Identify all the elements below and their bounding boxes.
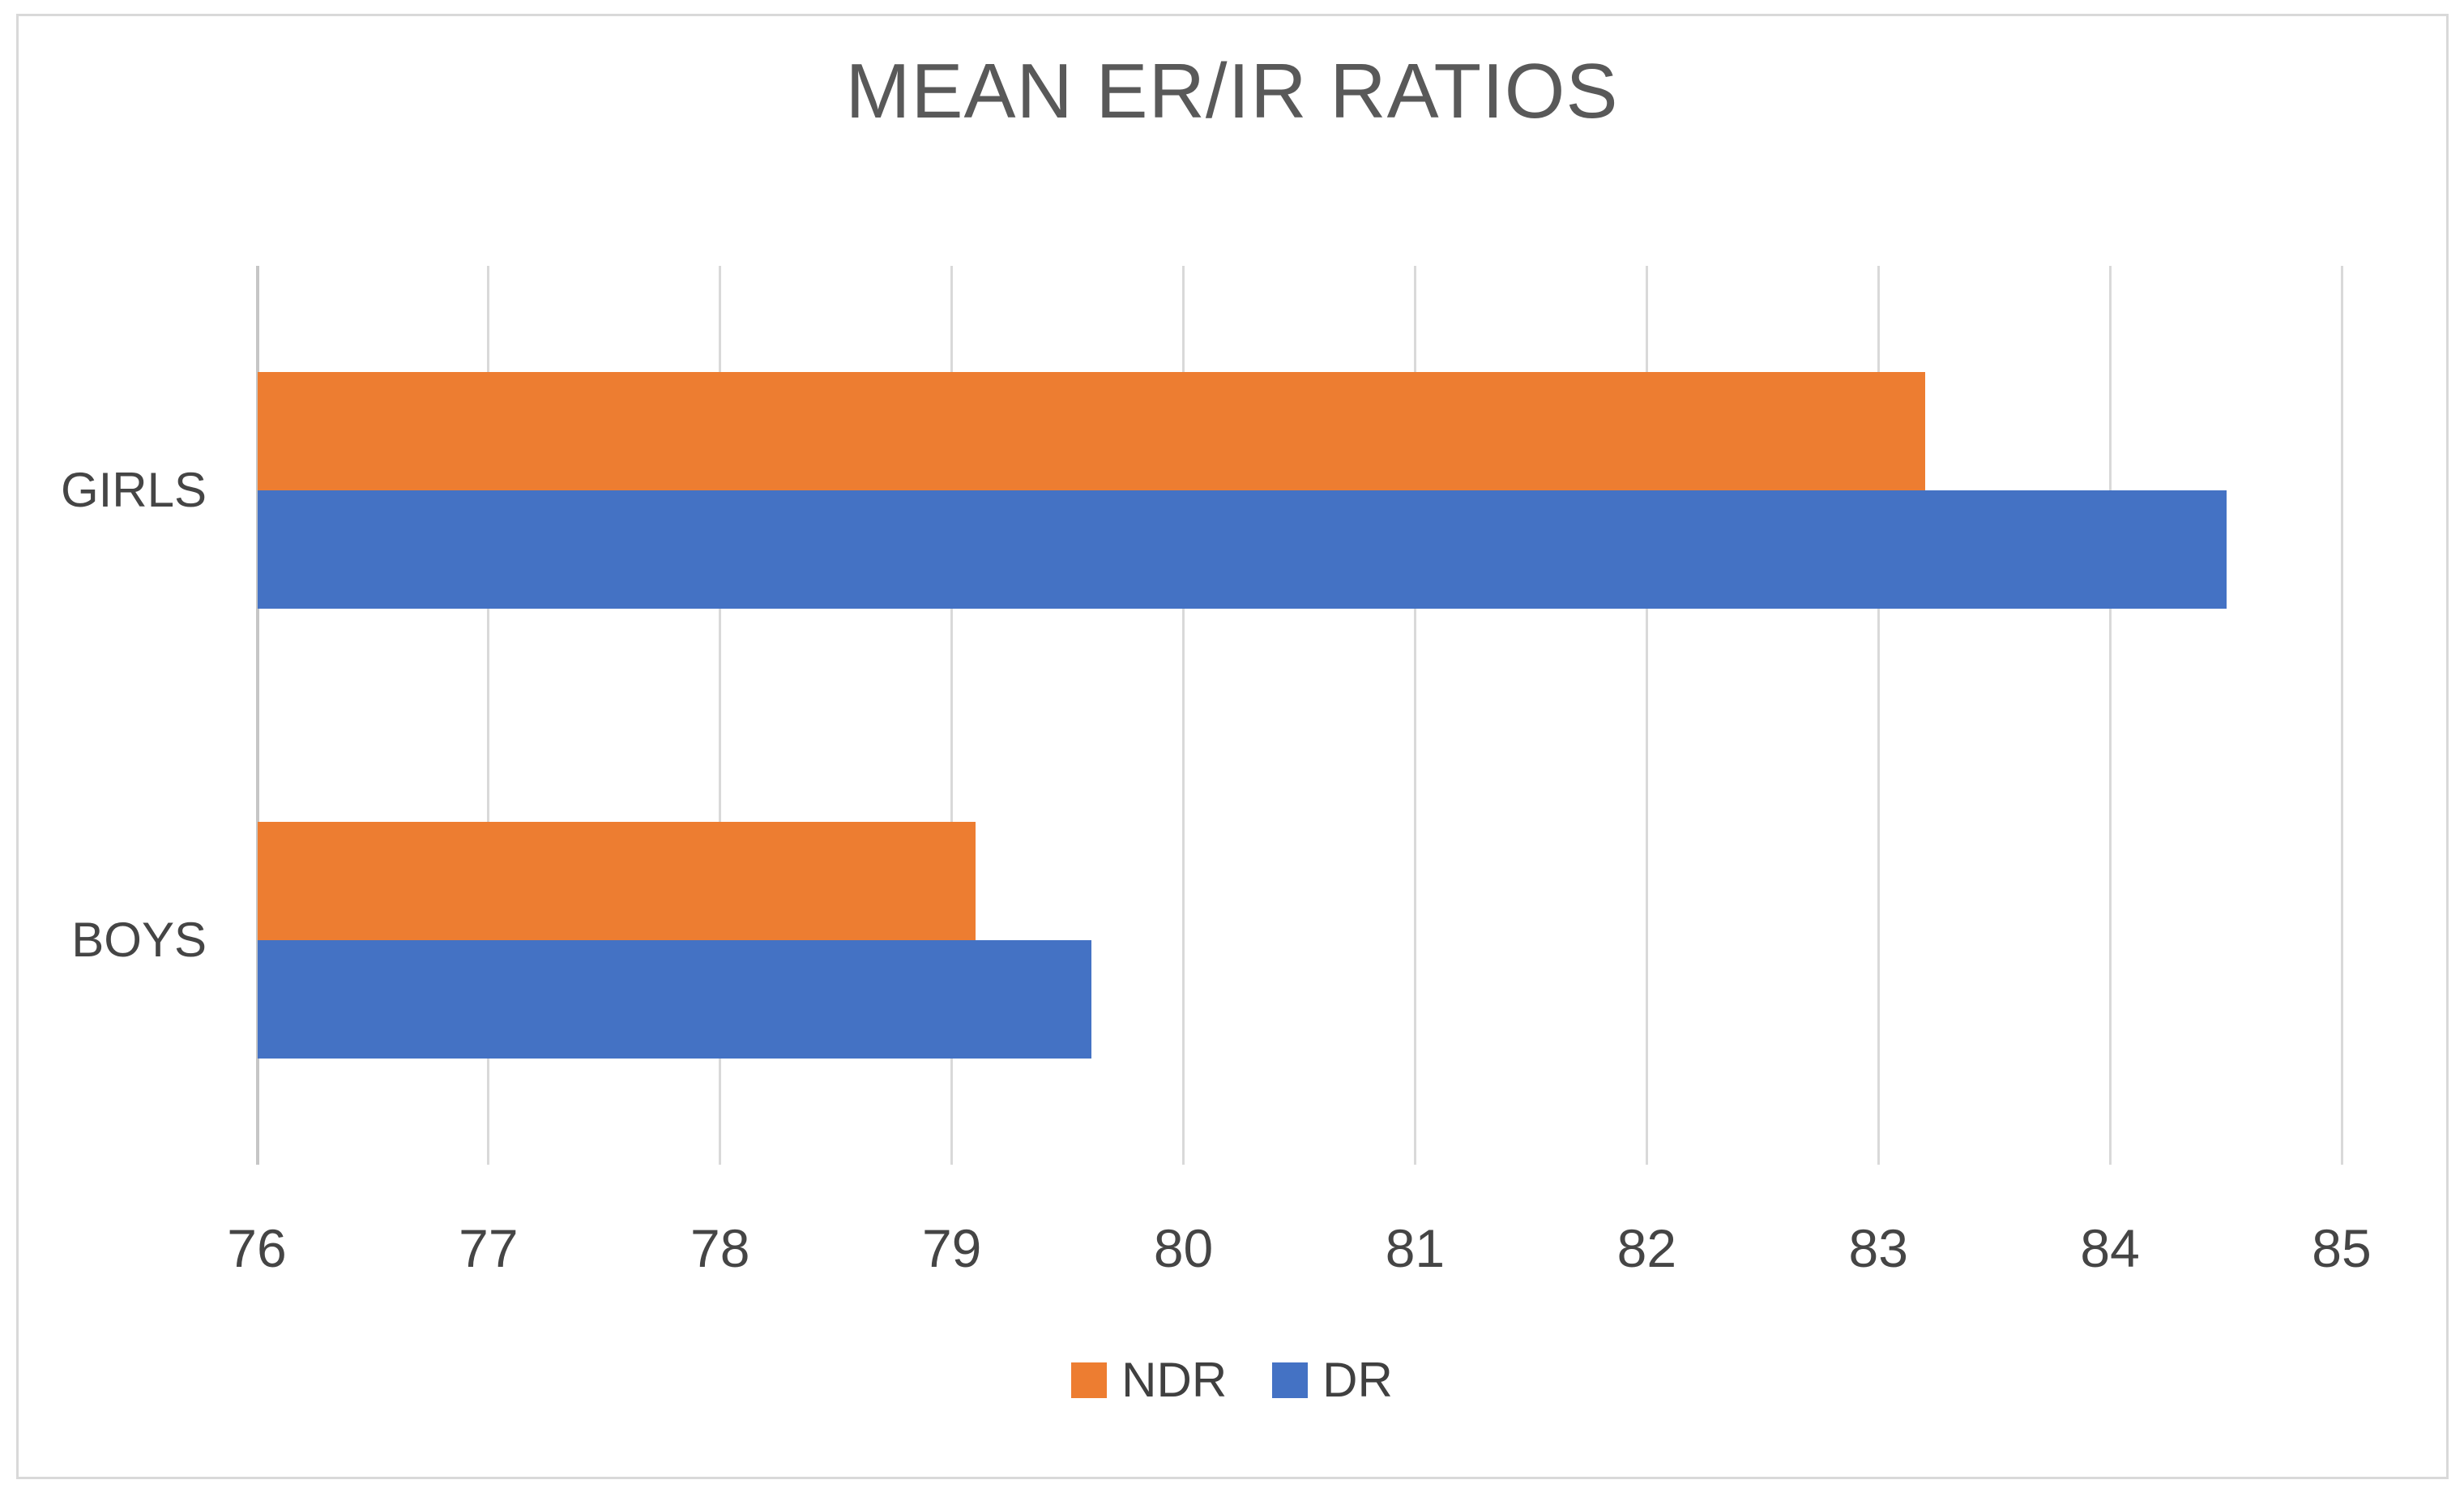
x-tick-label-83: 83 [1848, 1218, 1908, 1278]
chart-title: MEAN ER/IR RATIOS [845, 48, 1619, 135]
y-axis-line [255, 266, 259, 1165]
x-tick-label-77: 77 [459, 1218, 519, 1278]
gridline-82 [1645, 266, 1648, 1165]
bar-boys-ndr [258, 821, 976, 940]
chart-border-frame [16, 14, 2449, 1479]
legend-swatch-dr [1272, 1362, 1309, 1398]
legend: NDR DR [0, 1352, 2464, 1408]
gridline-84 [2108, 266, 2112, 1165]
legend-item-dr: DR [1272, 1352, 1393, 1408]
plot-area [255, 266, 2343, 1165]
legend-swatch-ndr [1071, 1362, 1108, 1398]
legend-item-ndr: NDR [1071, 1352, 1227, 1408]
x-tick-label-84: 84 [2080, 1218, 2140, 1278]
category-label-girls: GIRLS [60, 463, 207, 518]
category-label-boys: BOYS [71, 912, 207, 967]
x-tick-label-76: 76 [227, 1218, 287, 1278]
gridline-79 [950, 266, 954, 1165]
gridline-85 [2340, 266, 2343, 1165]
gridline-80 [1182, 266, 1185, 1165]
legend-label-ndr: NDR [1121, 1353, 1228, 1407]
gridline-83 [1877, 266, 1880, 1165]
x-tick-label-80: 80 [1153, 1218, 1214, 1278]
bar-boys-dr [258, 939, 1092, 1059]
x-tick-label-81: 81 [1385, 1218, 1446, 1278]
x-tick-label-79: 79 [921, 1218, 982, 1278]
bar-girls-dr [258, 490, 2227, 609]
x-tick-label-85: 85 [2312, 1218, 2372, 1278]
x-tick-label-82: 82 [1616, 1218, 1677, 1278]
x-tick-label-78: 78 [690, 1218, 750, 1278]
legend-label-dr: DR [1322, 1353, 1393, 1407]
gridline-78 [719, 266, 722, 1165]
gridline-77 [487, 266, 490, 1165]
bar-girls-ndr [258, 372, 1926, 491]
gridline-81 [1413, 266, 1416, 1165]
